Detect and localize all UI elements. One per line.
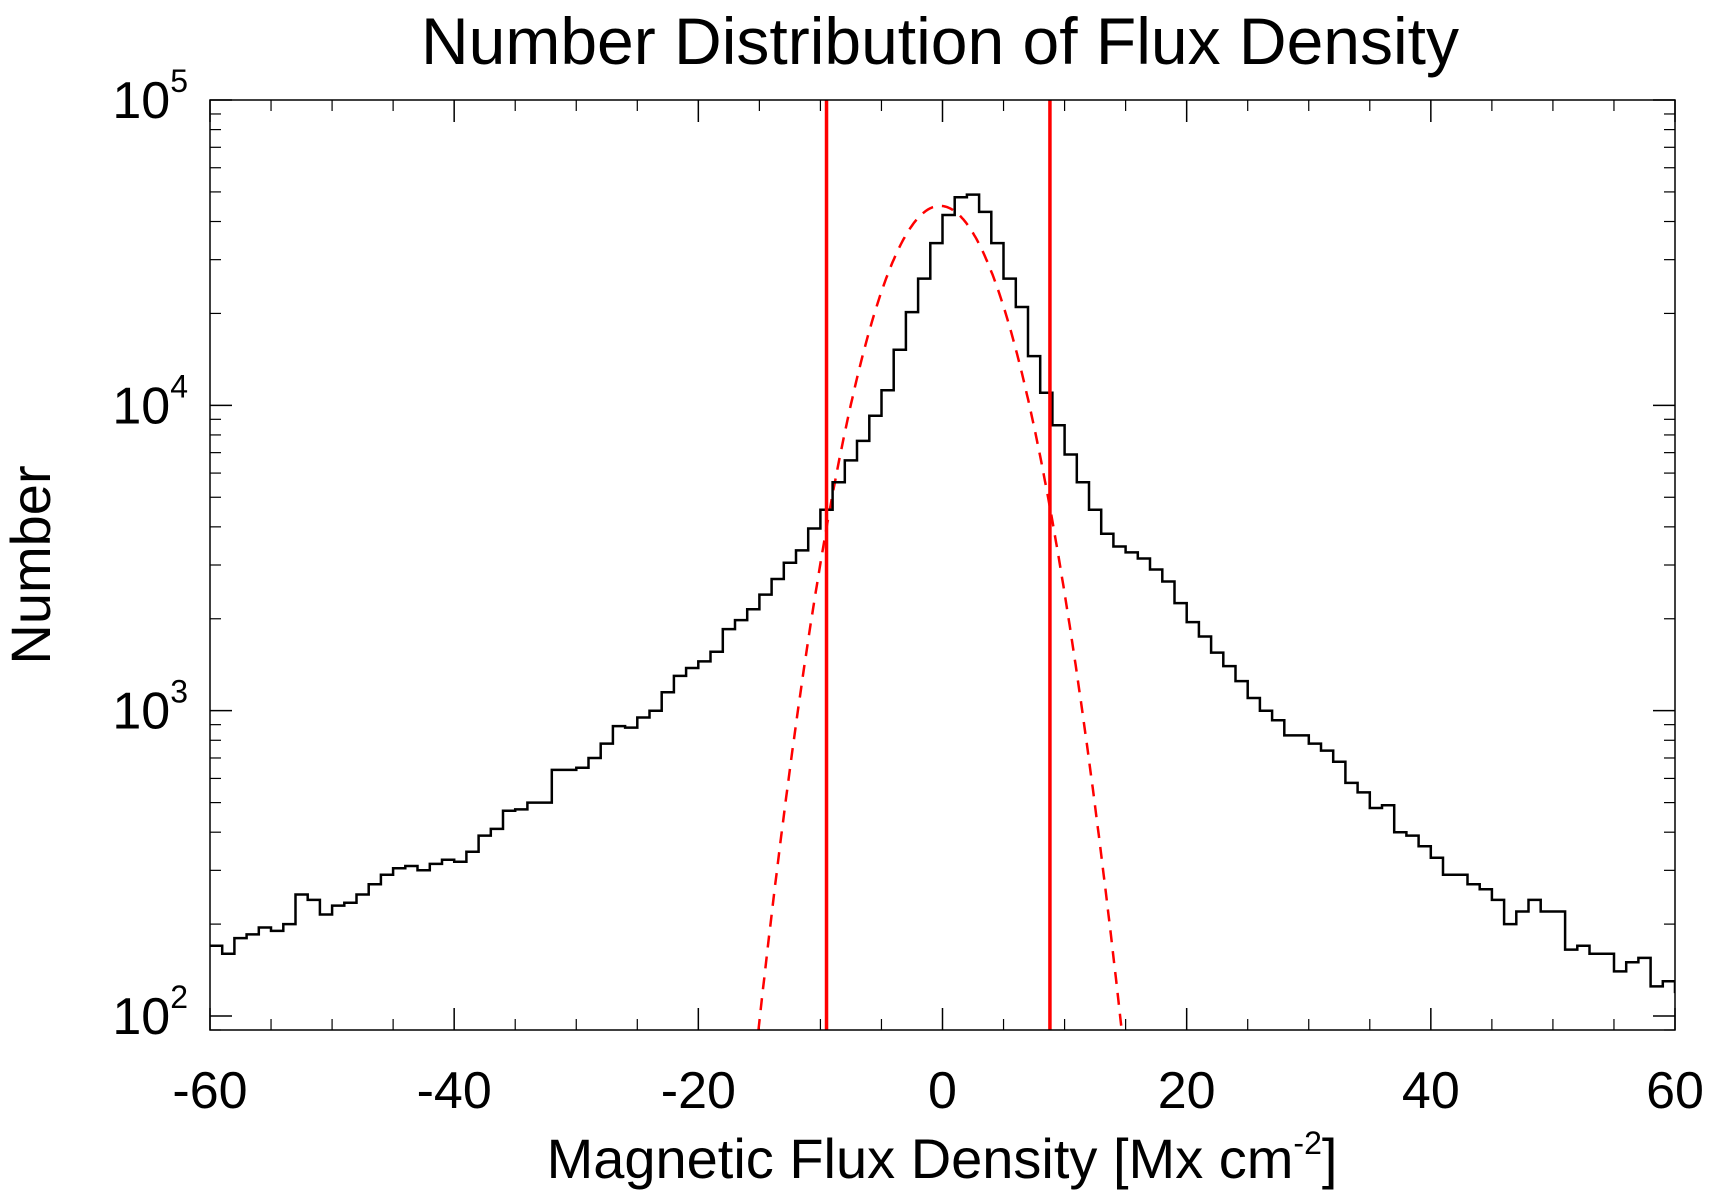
x-tick-label: -60 [172, 1062, 247, 1120]
y-minor-ticks [210, 113, 1675, 1031]
plot-frame [209, 99, 1676, 1031]
y-tick-label: 104 [112, 368, 188, 435]
y-tick-labels: 102 103 104 105 [112, 63, 1675, 1046]
x-axis-label-suffix: ] [1322, 1127, 1338, 1190]
x-axis-label-superscript: -2 [1293, 1125, 1321, 1161]
x-tick-label: 40 [1402, 1062, 1460, 1120]
gaussian-fit-curve [757, 204, 1123, 1030]
x-axis-label-text: Magnetic Flux Density [Mx cm [547, 1127, 1294, 1190]
chart-title: Number Distribution of Flux Density [421, 4, 1459, 78]
y-axis-label: Number [0, 465, 62, 664]
x-tick-label: 20 [1158, 1062, 1216, 1120]
x-tick-labels: -60 -40 -20 0 20 40 60 [172, 100, 1704, 1120]
x-minor-ticks [270, 100, 1615, 1030]
y-tick-label: 102 [112, 979, 188, 1046]
threshold-lines [824, 100, 1052, 1030]
y-tick-label: 103 [112, 674, 188, 741]
y-tick-label: 105 [112, 63, 188, 130]
x-tick-label: 60 [1646, 1062, 1704, 1120]
x-tick-label: -40 [417, 1062, 492, 1120]
x-tick-label: -20 [661, 1062, 736, 1120]
x-axis-label: Magnetic Flux Density [Mx cm-2] [547, 1125, 1338, 1190]
histogram-series [210, 193, 1675, 994]
x-tick-label: 0 [928, 1062, 957, 1120]
